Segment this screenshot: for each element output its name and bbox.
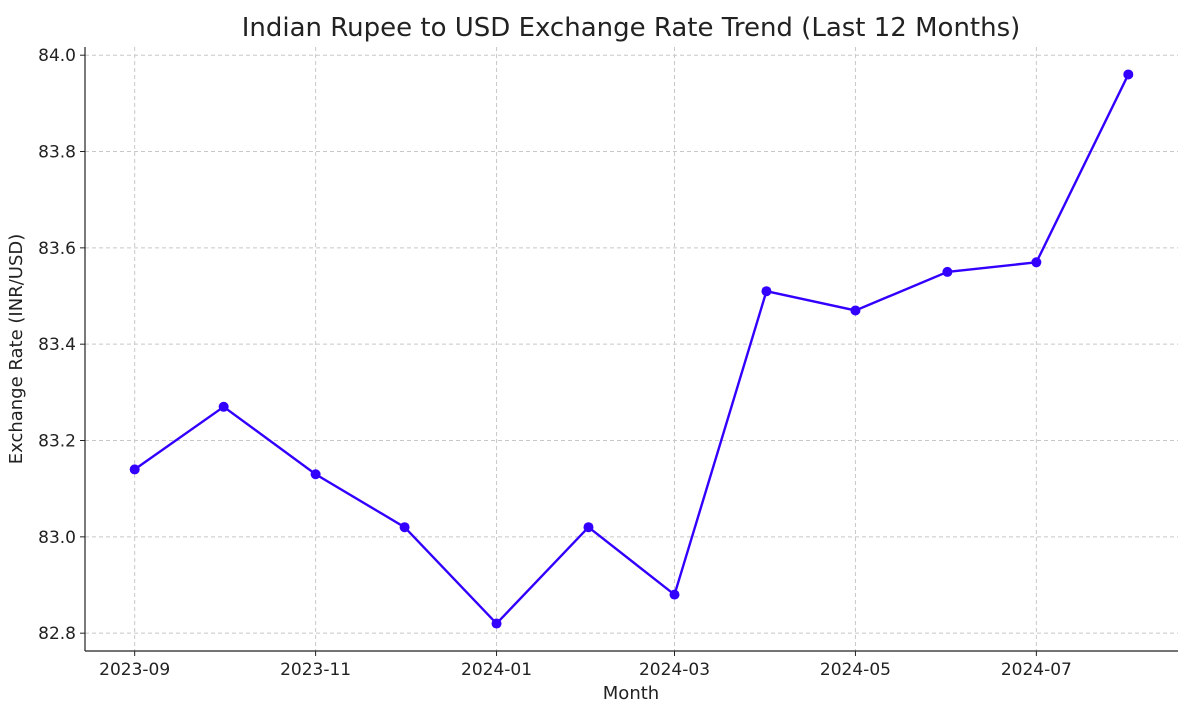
x-tick-label: 2024-05 bbox=[820, 660, 891, 680]
series bbox=[129, 69, 1134, 629]
data-point bbox=[1031, 257, 1042, 268]
grid bbox=[85, 47, 1178, 651]
x-tick-label: 2023-11 bbox=[280, 660, 351, 680]
data-point bbox=[129, 464, 140, 475]
data-point bbox=[310, 469, 321, 480]
data-point bbox=[583, 522, 594, 533]
y-axis-label: Exchange Rate (INR/USD) bbox=[6, 234, 27, 465]
y-tick-label: 83.6 bbox=[38, 239, 76, 259]
data-point bbox=[491, 618, 502, 629]
x-axis-label: Month bbox=[603, 683, 659, 704]
y-tick-label: 82.8 bbox=[38, 624, 76, 644]
y-tick-label: 84.0 bbox=[38, 46, 76, 66]
axes bbox=[84, 47, 1178, 652]
x-tick-label: 2024-07 bbox=[1001, 660, 1072, 680]
data-point bbox=[669, 589, 680, 600]
data-point bbox=[850, 305, 861, 316]
data-point bbox=[218, 401, 229, 412]
x-tick-label: 2023-09 bbox=[99, 660, 170, 680]
data-point bbox=[1123, 69, 1134, 80]
ticks: 2023-09 2023-11 2024-01 2024-03 2024-05 2024-… bbox=[38, 46, 1072, 680]
data-point bbox=[761, 286, 772, 297]
x-tick-label: 2024-03 bbox=[639, 660, 710, 680]
series-line bbox=[133, 73, 1130, 626]
x-tick-label: 2024-01 bbox=[461, 660, 532, 680]
data-point bbox=[942, 266, 953, 277]
y-tick-label: 83.4 bbox=[38, 335, 76, 355]
y-tick-label: 83.8 bbox=[38, 143, 76, 163]
data-point bbox=[399, 522, 410, 533]
y-tick-label: 83.0 bbox=[38, 528, 76, 548]
chart-title: Indian Rupee to USD Exchange Rate Trend … bbox=[242, 13, 1021, 43]
y-tick-label: 83.2 bbox=[38, 432, 76, 452]
